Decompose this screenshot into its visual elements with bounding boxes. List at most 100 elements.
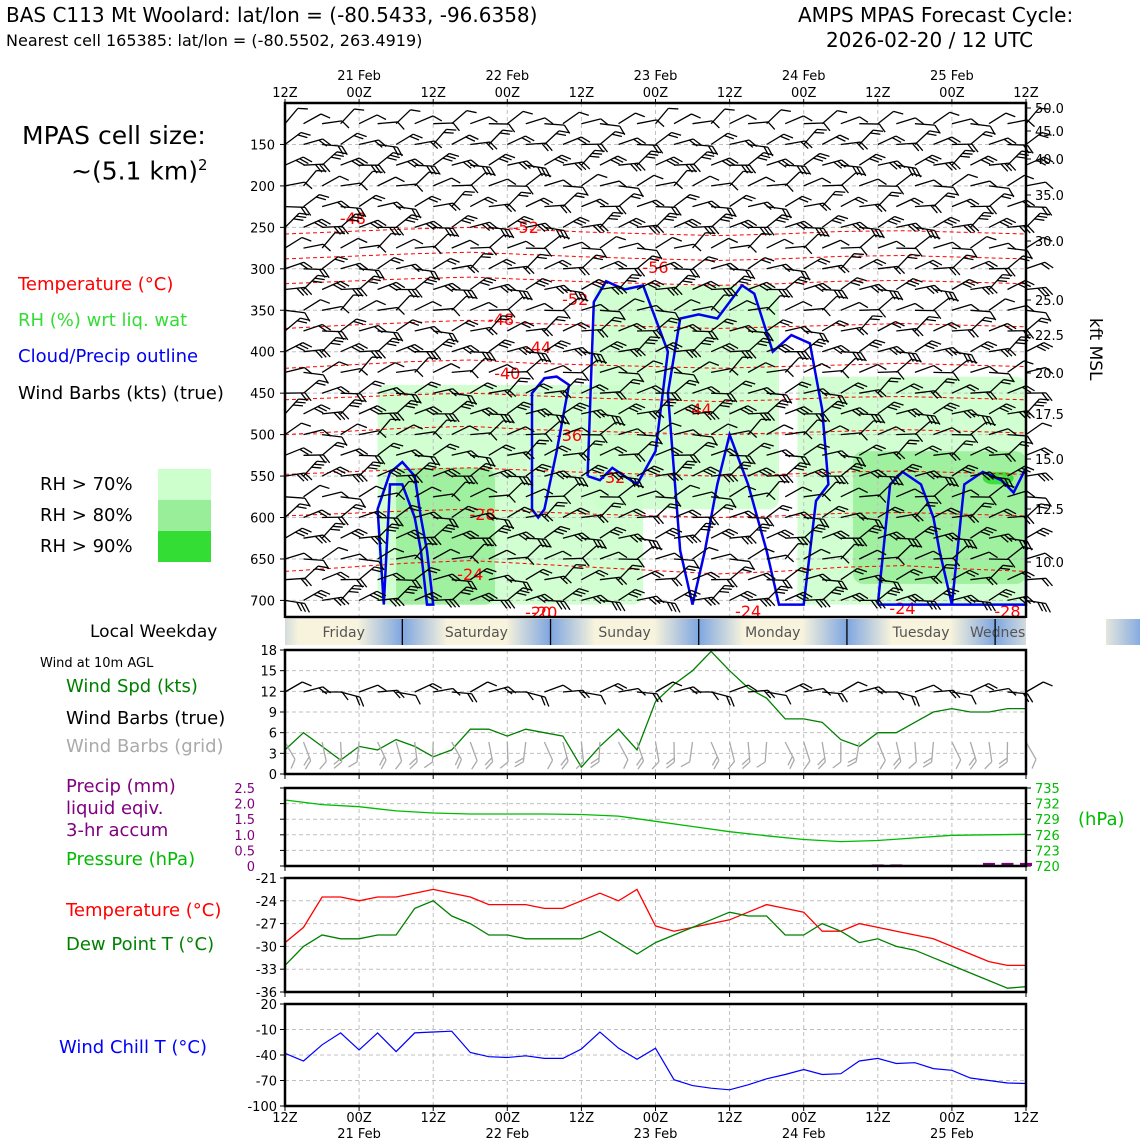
- barb-flag: [335, 522, 346, 525]
- barb-flag: [485, 761, 494, 770]
- barb-flag: [1031, 759, 1037, 769]
- barb-staff: [711, 205, 732, 209]
- temp-panel-ytick-label: -36: [256, 986, 277, 1001]
- barb-flag: [777, 532, 787, 539]
- wind-barb: [618, 483, 645, 498]
- barb-flag: [340, 280, 350, 287]
- barb-flag: [547, 759, 554, 770]
- barb-flag: [968, 756, 976, 766]
- barb-flag: [389, 154, 400, 159]
- barb-flag: [981, 505, 992, 508]
- wind-barb: [581, 514, 609, 524]
- barb-flag: [779, 507, 790, 512]
- barb-flag: [526, 185, 534, 195]
- wind-barb: [543, 315, 569, 332]
- wind-barb: [340, 504, 366, 518]
- wind-barb: [840, 357, 866, 373]
- barb-flag: [516, 406, 527, 411]
- barb-staff: [303, 194, 320, 208]
- barb-flag: [619, 391, 627, 400]
- barb-flag: [763, 598, 772, 607]
- barb-flag: [909, 280, 920, 285]
- barb-flag: [799, 171, 810, 175]
- barb-flag: [853, 253, 864, 256]
- wind-barb: [914, 340, 942, 353]
- barb-flag: [851, 595, 861, 602]
- wind-barb: [618, 217, 646, 228]
- barb-flag: [747, 219, 758, 227]
- wind-barb: [358, 219, 387, 229]
- barb-flag: [487, 681, 498, 687]
- barb-flag: [582, 557, 590, 567]
- wind-barb: [766, 399, 792, 415]
- barb-staff: [340, 342, 360, 353]
- barb-flag: [647, 283, 657, 290]
- barb-flag: [559, 235, 570, 240]
- barb-flag: [367, 466, 378, 470]
- barb-flag: [614, 316, 625, 320]
- wind-barb: [322, 120, 350, 129]
- barb-staff: [507, 135, 526, 146]
- wind-barb: [803, 128, 827, 145]
- barb-flag: [831, 219, 842, 224]
- barb-flag: [430, 567, 441, 572]
- barb-flag: [932, 550, 943, 557]
- wind-barb: [969, 131, 996, 145]
- barb-flag: [322, 163, 331, 173]
- barb-staff: [433, 307, 454, 311]
- barb-flag: [427, 543, 438, 545]
- barb-flag: [663, 404, 674, 407]
- barb-flag: [656, 330, 664, 339]
- barb-flag: [894, 215, 905, 221]
- barb-flag: [374, 536, 383, 545]
- rh-region: [396, 467, 495, 605]
- wind-barb: [340, 528, 368, 539]
- barb-flag: [378, 244, 387, 253]
- barb-staff: [469, 196, 489, 208]
- wind-barb: [396, 368, 424, 378]
- barb-flag: [351, 401, 362, 405]
- barb-flag: [745, 380, 756, 385]
- barb-flag: [761, 232, 772, 236]
- wind-barb: [951, 173, 978, 187]
- barb-staff: [488, 129, 504, 145]
- barb-flag: [780, 531, 791, 538]
- wind-barb: [562, 557, 590, 567]
- bottom-date-label: 23 Feb: [634, 1127, 678, 1140]
- barb-flag: [375, 194, 386, 200]
- barb-staff: [432, 177, 452, 187]
- barb-flag: [600, 695, 607, 705]
- barb-flag: [832, 193, 843, 196]
- barb-flag: [777, 588, 788, 592]
- wind-barb: [840, 543, 865, 560]
- barb-flag: [926, 132, 937, 136]
- barb-staff: [432, 548, 452, 560]
- grid-wind-barb: [968, 741, 977, 770]
- wind-barb: [840, 277, 867, 291]
- barb-flag: [467, 265, 476, 274]
- barb-flag: [525, 135, 535, 142]
- barb-flag: [1041, 578, 1049, 587]
- wind-barb: [896, 197, 924, 208]
- pressure-tick-label: 150: [250, 138, 275, 153]
- barb-flag: [725, 344, 735, 351]
- barb-flag: [706, 468, 717, 474]
- barb-flag: [321, 509, 331, 516]
- barb-flag: [370, 464, 381, 467]
- barb-flag: [319, 193, 330, 198]
- wind-barb: [988, 483, 1015, 498]
- barb-flag: [461, 219, 472, 224]
- wind-barb: [914, 364, 943, 374]
- wind-barb: [340, 584, 365, 601]
- barb-flag: [410, 399, 421, 404]
- barb-flag: [591, 468, 602, 474]
- barb-flag: [339, 175, 349, 181]
- wind-barb: [729, 170, 754, 187]
- barb-flag: [352, 506, 363, 511]
- barb-staff: [655, 205, 676, 208]
- barb-flag: [351, 160, 361, 167]
- barb-flag: [839, 320, 849, 326]
- barb-flag: [780, 135, 790, 141]
- barb-flag: [406, 346, 417, 354]
- barb-staff: [321, 361, 340, 373]
